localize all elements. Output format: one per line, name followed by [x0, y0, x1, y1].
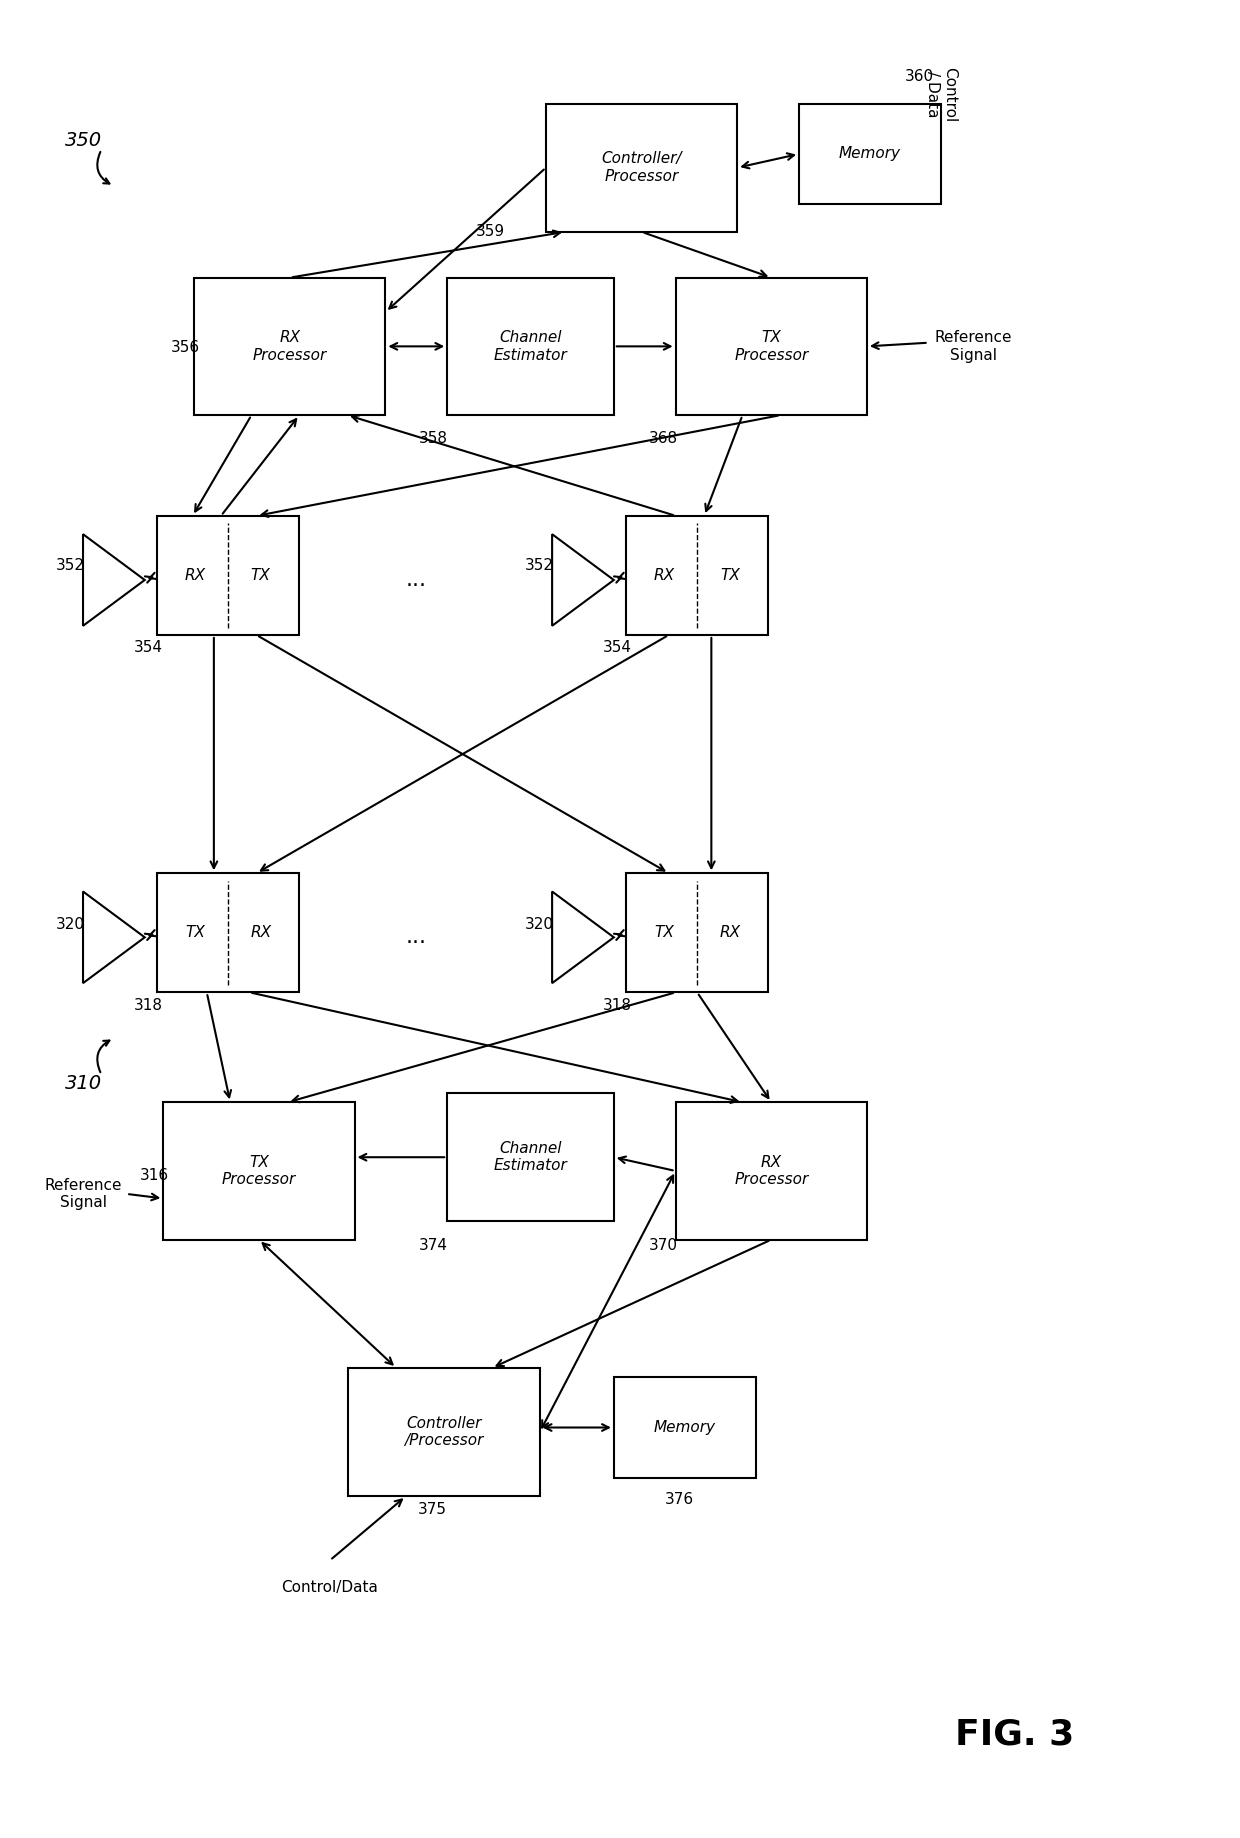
Text: RX: RX — [185, 568, 206, 583]
FancyBboxPatch shape — [546, 103, 738, 232]
Text: Channel
Estimator: Channel Estimator — [494, 1141, 568, 1173]
FancyBboxPatch shape — [799, 103, 941, 204]
Text: 376: 376 — [665, 1492, 694, 1507]
Text: ...: ... — [405, 928, 427, 947]
FancyBboxPatch shape — [614, 1377, 756, 1478]
FancyBboxPatch shape — [676, 278, 867, 415]
Text: Memory: Memory — [839, 147, 901, 162]
Text: 320: 320 — [56, 917, 86, 932]
Text: 354: 354 — [134, 640, 162, 656]
FancyBboxPatch shape — [195, 278, 386, 415]
Text: RX: RX — [250, 925, 272, 941]
Text: 320: 320 — [526, 917, 554, 932]
Text: 360: 360 — [905, 68, 934, 83]
Text: Control/Data: Control/Data — [281, 1581, 378, 1595]
Text: RX
Processor: RX Processor — [734, 1154, 808, 1187]
Text: 370: 370 — [649, 1237, 678, 1254]
Text: 358: 358 — [419, 432, 448, 447]
Text: RX: RX — [719, 925, 740, 941]
Text: 316: 316 — [140, 1167, 169, 1184]
Text: Controller
/Processor: Controller /Processor — [404, 1415, 484, 1448]
Text: 350: 350 — [64, 130, 102, 149]
Text: Reference
Signal: Reference Signal — [935, 331, 1012, 362]
Text: 318: 318 — [134, 998, 162, 1013]
FancyBboxPatch shape — [626, 516, 768, 634]
FancyBboxPatch shape — [626, 873, 768, 993]
Text: TX: TX — [720, 568, 740, 583]
Text: 356: 356 — [171, 340, 200, 355]
FancyBboxPatch shape — [448, 1094, 614, 1222]
FancyBboxPatch shape — [157, 873, 299, 993]
Text: Memory: Memory — [653, 1421, 715, 1435]
FancyBboxPatch shape — [348, 1367, 539, 1496]
FancyBboxPatch shape — [448, 278, 614, 415]
Text: TX: TX — [186, 925, 206, 941]
Text: Reference
Signal: Reference Signal — [45, 1178, 122, 1209]
FancyBboxPatch shape — [676, 1103, 867, 1239]
FancyBboxPatch shape — [164, 1103, 355, 1239]
Text: 374: 374 — [419, 1237, 448, 1254]
Text: ...: ... — [405, 570, 427, 590]
FancyBboxPatch shape — [157, 516, 299, 634]
Text: 368: 368 — [649, 432, 678, 447]
Text: TX: TX — [655, 925, 675, 941]
Text: TX
Processor: TX Processor — [222, 1154, 296, 1187]
Text: RX
Processor: RX Processor — [253, 331, 327, 362]
Text: Controller/
Processor: Controller/ Processor — [601, 151, 682, 184]
Text: 354: 354 — [603, 640, 632, 656]
Text: 375: 375 — [418, 1502, 446, 1516]
Text: 352: 352 — [526, 559, 554, 573]
Text: 359: 359 — [476, 224, 505, 239]
Text: Control
/ Data: Control / Data — [925, 66, 957, 121]
Text: 318: 318 — [603, 998, 632, 1013]
Text: TX: TX — [250, 568, 270, 583]
Text: RX: RX — [653, 568, 675, 583]
Text: 352: 352 — [56, 559, 86, 573]
Text: TX
Processor: TX Processor — [734, 331, 808, 362]
Text: Channel
Estimator: Channel Estimator — [494, 331, 568, 362]
Text: 310: 310 — [64, 1075, 102, 1094]
Text: FIG. 3: FIG. 3 — [955, 1717, 1075, 1752]
